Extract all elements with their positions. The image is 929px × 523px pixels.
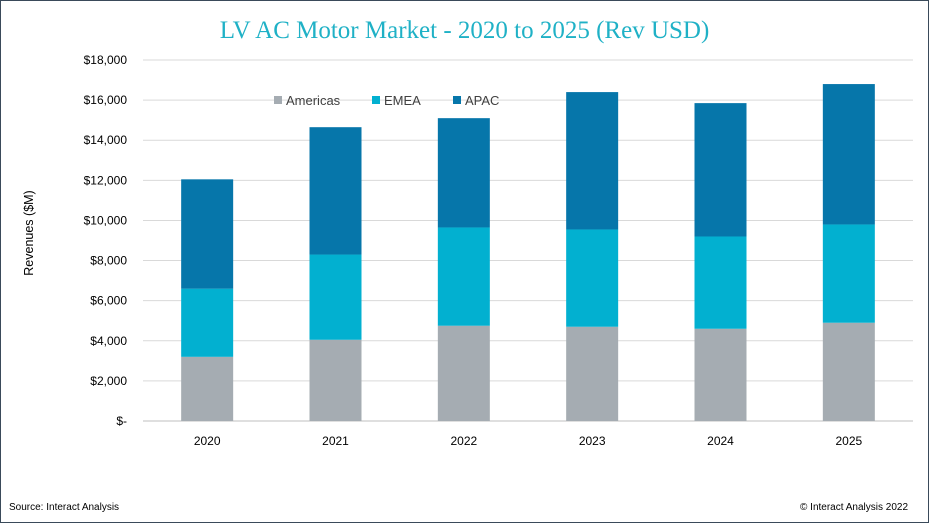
bar-apac-2025 bbox=[822, 84, 875, 225]
x-tick-label: 2025 bbox=[835, 434, 862, 448]
bar-apac-2020 bbox=[181, 179, 234, 289]
y-tick-label: $10,000 bbox=[84, 213, 128, 227]
bar-emea-2024 bbox=[694, 236, 747, 329]
bar-emea-2022 bbox=[437, 227, 490, 326]
legend-swatch-americas bbox=[274, 96, 282, 104]
y-tick-label: $16,000 bbox=[84, 93, 128, 107]
legend-label-emea: EMEA bbox=[384, 93, 421, 108]
x-tick-label: 2022 bbox=[450, 434, 477, 448]
bar-apac-2021 bbox=[309, 127, 362, 255]
bar-americas-2020 bbox=[181, 356, 234, 421]
bar-americas-2022 bbox=[437, 325, 490, 421]
bar-apac-2023 bbox=[566, 92, 619, 230]
legend-label-americas: Americas bbox=[286, 93, 341, 108]
x-tick-label: 2023 bbox=[579, 434, 606, 448]
bar-emea-2023 bbox=[566, 229, 619, 327]
x-tick-label: 2024 bbox=[707, 434, 734, 448]
x-tick-label: 2020 bbox=[194, 434, 221, 448]
bar-apac-2024 bbox=[694, 103, 747, 237]
chart-title: LV AC Motor Market - 2020 to 2025 (Rev U… bbox=[219, 17, 710, 44]
bar-americas-2025 bbox=[822, 322, 875, 421]
x-tick-label: 2021 bbox=[322, 434, 349, 448]
legend-label-apac: APAC bbox=[465, 93, 499, 108]
legend-swatch-emea bbox=[372, 96, 380, 104]
bar-emea-2025 bbox=[822, 224, 875, 323]
copyright-note: © Interact Analysis 2022 bbox=[800, 502, 908, 513]
y-tick-label: $12,000 bbox=[84, 173, 128, 187]
bar-americas-2023 bbox=[566, 326, 619, 421]
bar-emea-2021 bbox=[309, 254, 362, 340]
source-note: Source: Interact Analysis bbox=[9, 502, 120, 513]
y-tick-label: $18,000 bbox=[84, 53, 128, 67]
bar-apac-2022 bbox=[437, 118, 490, 228]
y-tick-label: $14,000 bbox=[84, 133, 128, 147]
y-tick-label: $6,000 bbox=[90, 294, 127, 308]
y-tick-label: $2,000 bbox=[90, 374, 127, 388]
bar-americas-2021 bbox=[309, 339, 362, 421]
legend-swatch-apac bbox=[453, 96, 461, 104]
bar-emea-2020 bbox=[181, 288, 234, 357]
y-tick-label: $- bbox=[116, 414, 127, 428]
y-tick-label: $4,000 bbox=[90, 334, 127, 348]
bar-americas-2024 bbox=[694, 328, 747, 421]
y-tick-label: $8,000 bbox=[90, 254, 127, 268]
